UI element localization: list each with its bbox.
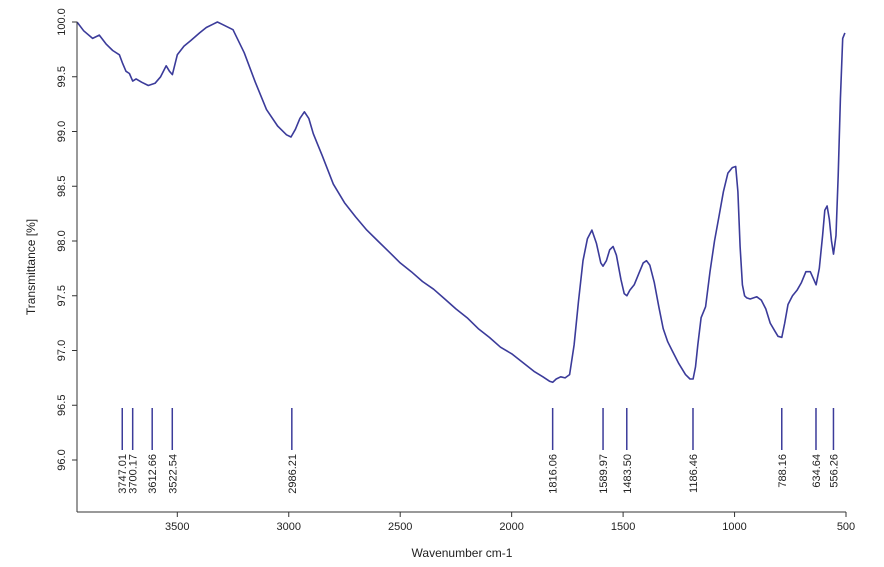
- peak-label: 3700.17: [128, 454, 140, 494]
- x-tick-label: 1500: [611, 521, 635, 533]
- x-tick-label: 3000: [277, 521, 301, 533]
- x-tick-label: 1000: [722, 521, 746, 533]
- peak-label: 1483.50: [622, 454, 634, 494]
- peak-label: 1816.06: [548, 454, 560, 494]
- y-tick-label: 98.0: [56, 230, 68, 251]
- y-tick-label: 99.5: [56, 66, 68, 87]
- x-tick-label: 500: [837, 521, 855, 533]
- y-tick-label: 98.5: [56, 176, 68, 197]
- x-tick-label: 2000: [499, 521, 523, 533]
- peak-label: 788.16: [777, 454, 789, 488]
- y-tick-label: 100.0: [56, 8, 68, 36]
- y-axis-label: Transmittance [%]: [24, 219, 38, 315]
- y-tick-label: 96.0: [56, 449, 68, 470]
- peak-label: 634.64: [811, 454, 823, 488]
- peak-label: 2986.21: [287, 454, 299, 494]
- y-tick-label: 99.0: [56, 121, 68, 142]
- peak-label: 3747.01: [117, 454, 129, 494]
- x-tick-label: 2500: [388, 521, 412, 533]
- spectrum-line: [76, 21, 846, 384]
- peak-label: 556.26: [828, 454, 840, 488]
- peak-label: 3522.54: [167, 454, 179, 494]
- peak-label: 3612.66: [147, 454, 159, 494]
- peak-label: 1186.46: [688, 454, 700, 493]
- y-tick-label: 97.5: [56, 285, 68, 306]
- peak-label: 1589.97: [598, 454, 610, 494]
- x-axis-ticks: 3500 3000 2500 2000 1500 1000 500: [165, 512, 855, 533]
- y-axis-ticks: 96.0 96.5 97.0 97.5 98.0 98.5 99.0 99.5 100.0: [56, 8, 77, 471]
- x-tick-label: 3500: [165, 521, 189, 533]
- x-axis-label: Wavenumber cm-1: [412, 546, 513, 560]
- y-tick-label: 97.0: [56, 340, 68, 361]
- y-tick-label: 96.5: [56, 395, 68, 416]
